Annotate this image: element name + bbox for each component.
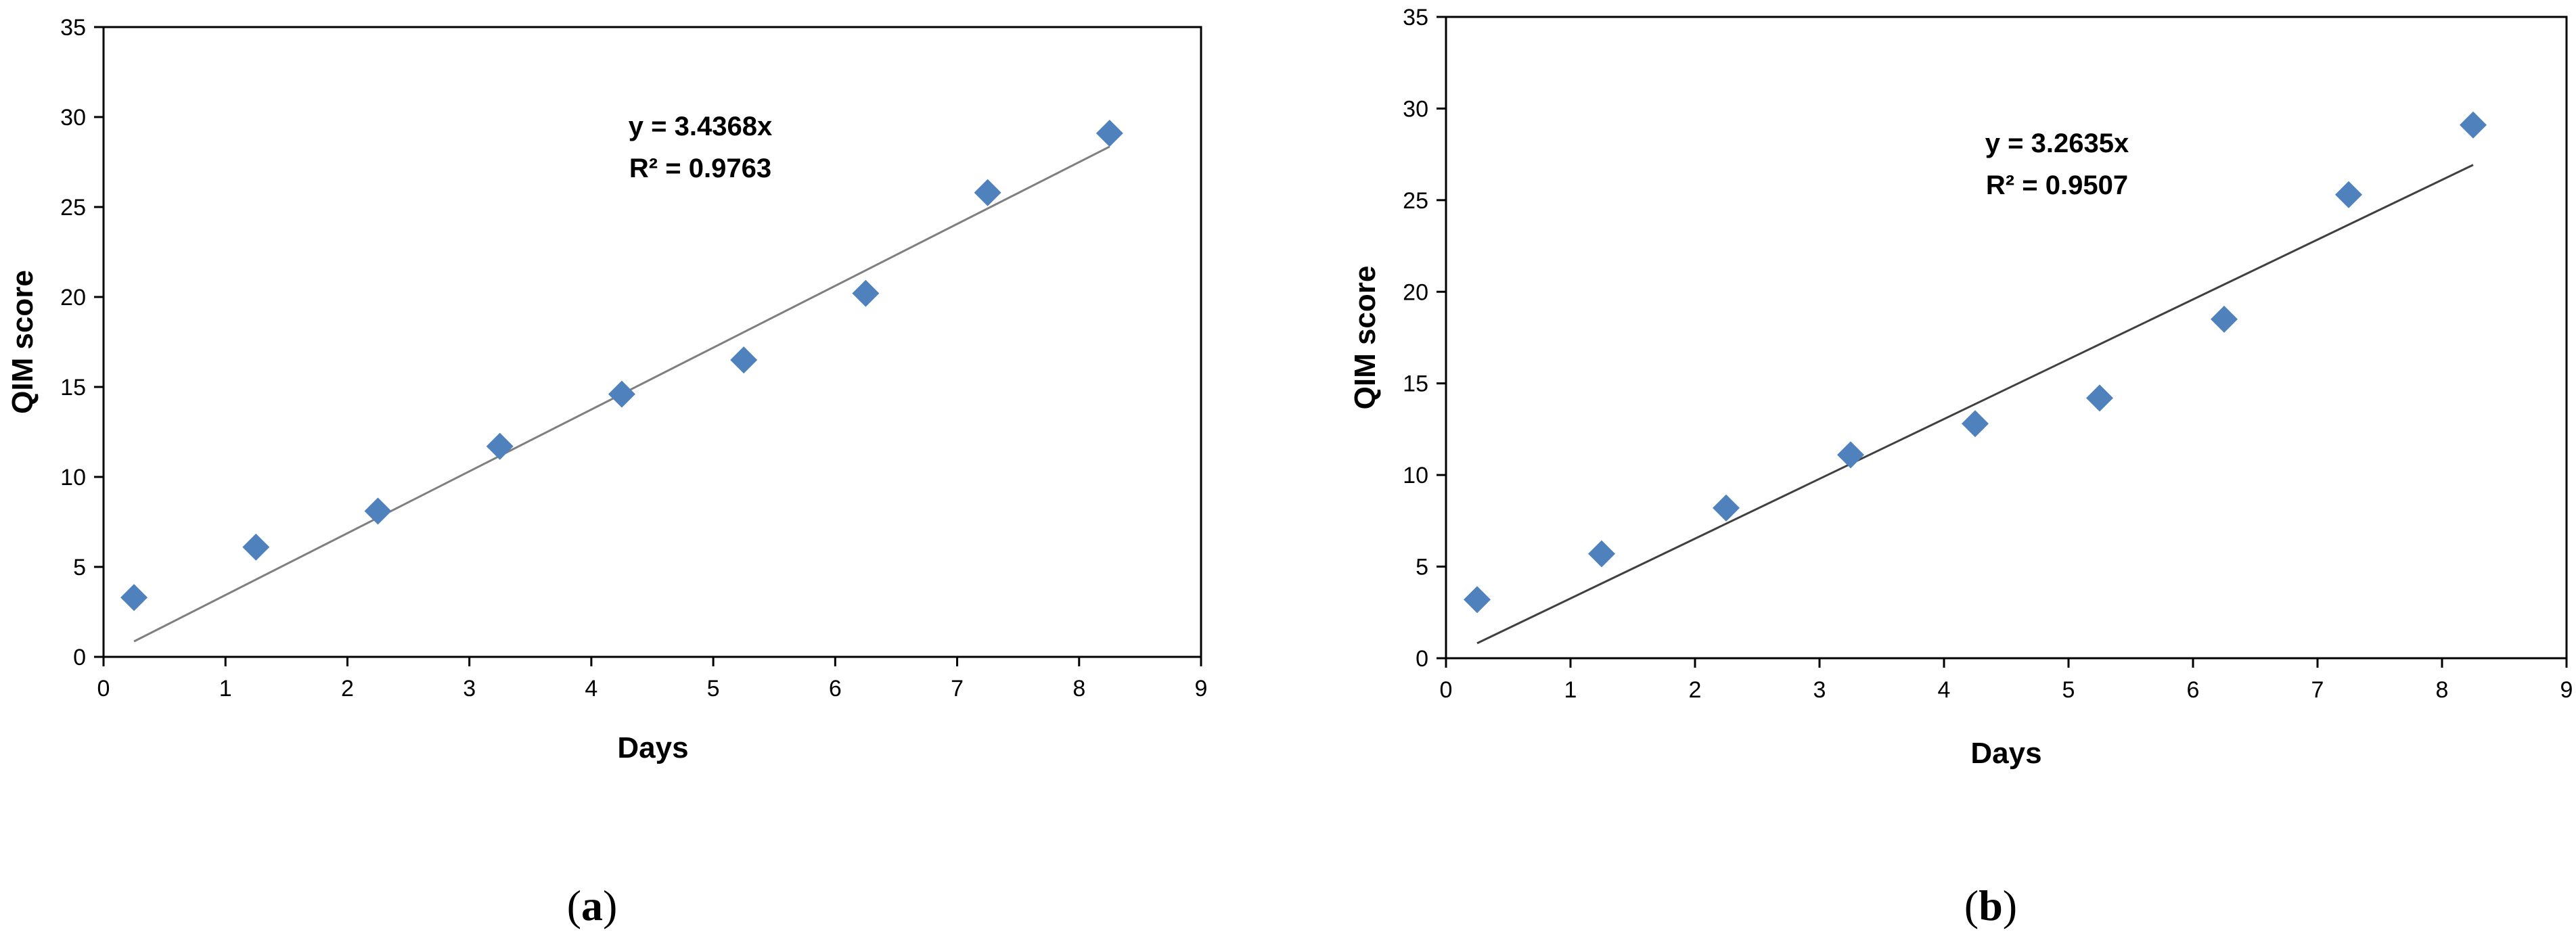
chart-1-y-axis-title: QIM score	[1349, 266, 1382, 410]
chart-0-x-tick-label: 0	[97, 676, 110, 702]
chart-1-data-point-0	[1464, 586, 1491, 614]
chart-1-x-tick-label: 7	[2311, 677, 2324, 703]
chart-0-y-tick-label: 20	[60, 285, 86, 311]
chart-1-y-tick-label: 35	[1403, 5, 1428, 30]
chart-0-y-tick-label: 5	[73, 555, 86, 580]
chart-1-x-axis-title: Days	[1970, 737, 2041, 770]
chart-1-data-point-5	[2086, 384, 2113, 412]
chart-1-y-tick-label: 25	[1403, 188, 1428, 214]
chart-1-x-tick-label: 3	[1813, 677, 1826, 703]
chart-0-data-point-1	[242, 533, 270, 561]
chart-0-x-tick-label: 4	[585, 676, 597, 702]
chart-0-x-tick-label: 6	[829, 676, 842, 702]
chart-0-x-tick-label: 9	[1195, 676, 1208, 702]
chart-0-y-tick-label: 0	[73, 645, 86, 670]
panel-label-a: (a)	[567, 881, 618, 929]
chart-0-data-point-5	[730, 346, 758, 374]
chart-panel-a: 0 1 2 3 4 5 6 7 8 9 0 5 10 15 20 25 30 35 y = 3.4368x R² = …	[6, 15, 1207, 764]
chart-1-plot-frame	[1445, 16, 2568, 660]
panel-label-b: (b)	[1964, 881, 2017, 929]
chart-1-y-tick-label: 20	[1403, 279, 1428, 305]
chart-0-plot-frame	[102, 26, 1202, 658]
chart-0-data-point-4	[608, 380, 635, 408]
chart-0-data-point-2	[364, 497, 392, 525]
chart-0-x-tick-label: 2	[341, 676, 354, 702]
chart-0-x-tick-label: 8	[1072, 676, 1085, 702]
chart-0-y-tick-label: 30	[60, 105, 86, 131]
chart-1-x-tick-label: 2	[1689, 677, 1702, 703]
chart-1-y-tick-label: 10	[1403, 463, 1428, 488]
chart-1-y-tick-label: 30	[1403, 96, 1428, 122]
chart-1-trend-equation: y = 3.2635x	[1985, 129, 2129, 158]
chart-0-x-tick-label: 1	[219, 676, 232, 702]
chart-0-x-tick-label: 3	[463, 676, 476, 702]
chart-0-y-tick-label: 15	[60, 375, 86, 400]
chart-1-trendline	[1476, 164, 2474, 645]
chart-0-y-tick-label: 35	[60, 15, 86, 41]
chart-0-r-squared: R² = 0.9763	[629, 154, 771, 183]
chart-1-data-point-1	[1588, 540, 1615, 568]
chart-1-x-tick-label: 4	[1938, 677, 1951, 703]
chart-0-data-point-3	[486, 432, 514, 460]
chart-0-data-point-6	[852, 279, 880, 307]
chart-1-x-tick-label: 5	[2062, 677, 2075, 703]
chart-0-data-point-7	[974, 179, 1001, 206]
chart-1-x-tick-label: 6	[2187, 677, 2200, 703]
chart-1-x-tick-label: 8	[2436, 677, 2449, 703]
chart-0-x-tick-label: 7	[951, 676, 964, 702]
chart-1-data-point-7	[2335, 181, 2362, 208]
chart-1-y-tick-label: 0	[1416, 646, 1428, 672]
chart-0-y-tick-label: 10	[60, 465, 86, 490]
chart-1-y-tick-label: 15	[1403, 371, 1428, 397]
chart-0-x-axis-title: Days	[617, 731, 688, 764]
chart-0-data-point-0	[120, 584, 148, 612]
chart-1-x-tick-label: 1	[1564, 677, 1577, 703]
chart-0-x-tick-label: 5	[707, 676, 720, 702]
chart-0-trend-equation: y = 3.4368x	[629, 112, 772, 141]
chart-1-data-point-4	[1962, 410, 1989, 438]
chart-1-data-point-3	[1837, 441, 1864, 469]
chart-0-y-tick-label: 25	[60, 195, 86, 221]
chart-1-y-tick-label: 5	[1416, 555, 1428, 580]
chart-1-data-point-8	[2460, 111, 2487, 139]
chart-panel-b: 0 1 2 3 4 5 6 7 8 9 0 5 10 15 20 25 30 35 y = 3.2635x R² = …	[1349, 5, 2573, 770]
chart-0-y-axis-title: QIM score	[6, 270, 39, 414]
chart-1-data-point-2	[1713, 494, 1740, 522]
chart-1-data-point-6	[2211, 305, 2238, 333]
chart-0-data-point-8	[1095, 119, 1123, 147]
chart-1-x-tick-label: 0	[1440, 677, 1453, 703]
chart-1-r-squared: R² = 0.9507	[1986, 170, 2128, 200]
chart-1-x-tick-label: 9	[2560, 677, 2573, 703]
